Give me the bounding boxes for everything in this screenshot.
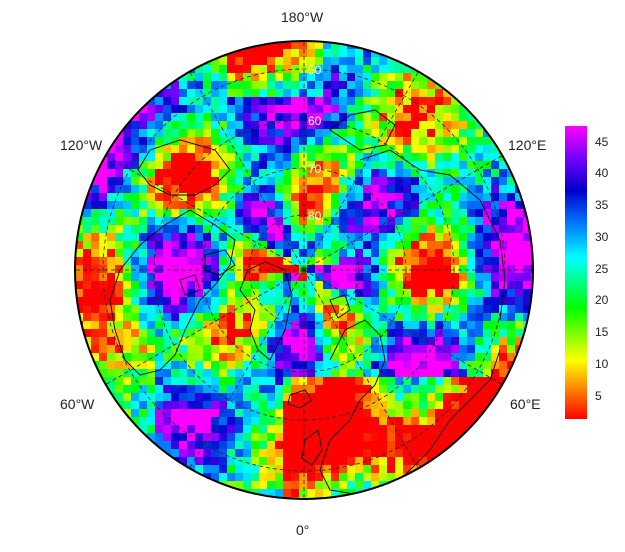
coastlines xyxy=(109,109,506,496)
lon-label-120w: 120°W xyxy=(60,137,103,153)
latitude-label: 60 xyxy=(308,114,322,128)
latitude-label: 80 xyxy=(308,209,322,223)
colorbar-tick-35: 35 xyxy=(595,198,609,212)
lon-label-120e: 120°E xyxy=(508,137,547,153)
colorbar-tick-15: 15 xyxy=(595,325,609,339)
graticule xyxy=(75,41,533,499)
colorbar-tick-5: 5 xyxy=(595,389,602,403)
lon-label-60e: 60°E xyxy=(510,396,541,412)
lon-label-0: 0° xyxy=(296,522,310,538)
colorbar-tick-25: 25 xyxy=(595,262,609,276)
colorbar-tick-20: 20 xyxy=(595,293,609,307)
colorbar xyxy=(565,126,587,419)
colorbar-tick-45: 45 xyxy=(595,135,609,149)
colorbar-tick-30: 30 xyxy=(595,230,609,244)
latitude-label: 50 xyxy=(308,63,322,77)
lon-label-180w: 180°W xyxy=(281,9,324,25)
map-border xyxy=(74,40,534,500)
lon-label-60w: 60°W xyxy=(60,396,95,412)
colorbar-tick-10: 10 xyxy=(595,357,609,371)
latitude-label: 70 xyxy=(308,162,322,176)
latitude-labels: 50 60 70 80 xyxy=(308,63,322,223)
colorbar-tick-40: 40 xyxy=(595,166,609,180)
